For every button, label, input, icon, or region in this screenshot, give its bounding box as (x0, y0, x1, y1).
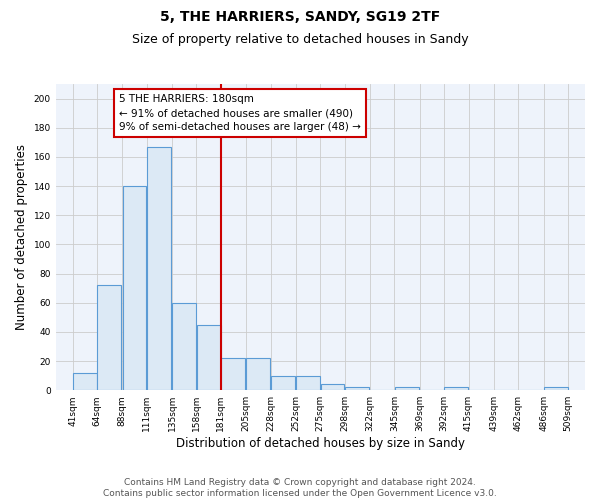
Bar (395, 388, 419, 390)
Bar (247, 358, 271, 390)
Bar (197, 324, 221, 390)
Bar (73, 372, 97, 390)
Text: Size of property relative to detached houses in Sandy: Size of property relative to detached ho… (131, 32, 469, 46)
Bar (296, 376, 320, 390)
Bar (122, 186, 146, 390)
Y-axis label: Number of detached properties: Number of detached properties (15, 144, 28, 330)
Bar (345, 388, 369, 390)
Bar (445, 388, 468, 390)
Text: Contains HM Land Registry data © Crown copyright and database right 2024.
Contai: Contains HM Land Registry data © Crown c… (103, 478, 497, 498)
X-axis label: Distribution of detached houses by size in Sandy: Distribution of detached houses by size … (176, 437, 465, 450)
Bar (97, 285, 121, 390)
Bar (221, 358, 245, 390)
Bar (320, 384, 344, 390)
Bar (172, 302, 196, 390)
Text: 5 THE HARRIERS: 180sqm
← 91% of detached houses are smaller (490)
9% of semi-det: 5 THE HARRIERS: 180sqm ← 91% of detached… (119, 94, 361, 132)
Text: 5, THE HARRIERS, SANDY, SG19 2TF: 5, THE HARRIERS, SANDY, SG19 2TF (160, 10, 440, 24)
Bar (271, 376, 295, 390)
Bar (147, 146, 171, 390)
Bar (544, 388, 568, 390)
